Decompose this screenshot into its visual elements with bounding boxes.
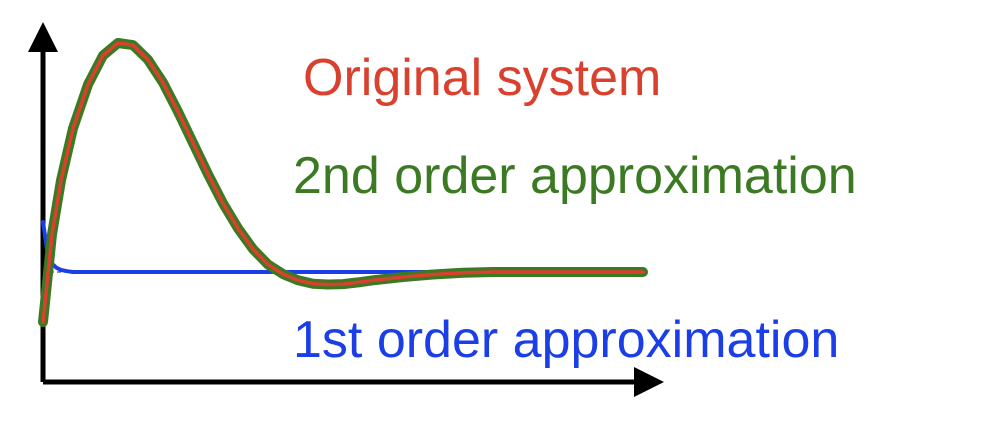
series-line-original [41,41,645,324]
series-layer [38,38,648,327]
legend: Original system 2nd order approximation … [293,49,857,369]
legend-label-first-order: 1st order approximation [293,311,839,369]
legend-label-second-order: 2nd order approximation [293,147,857,205]
legend-label-original: Original system [303,49,661,107]
